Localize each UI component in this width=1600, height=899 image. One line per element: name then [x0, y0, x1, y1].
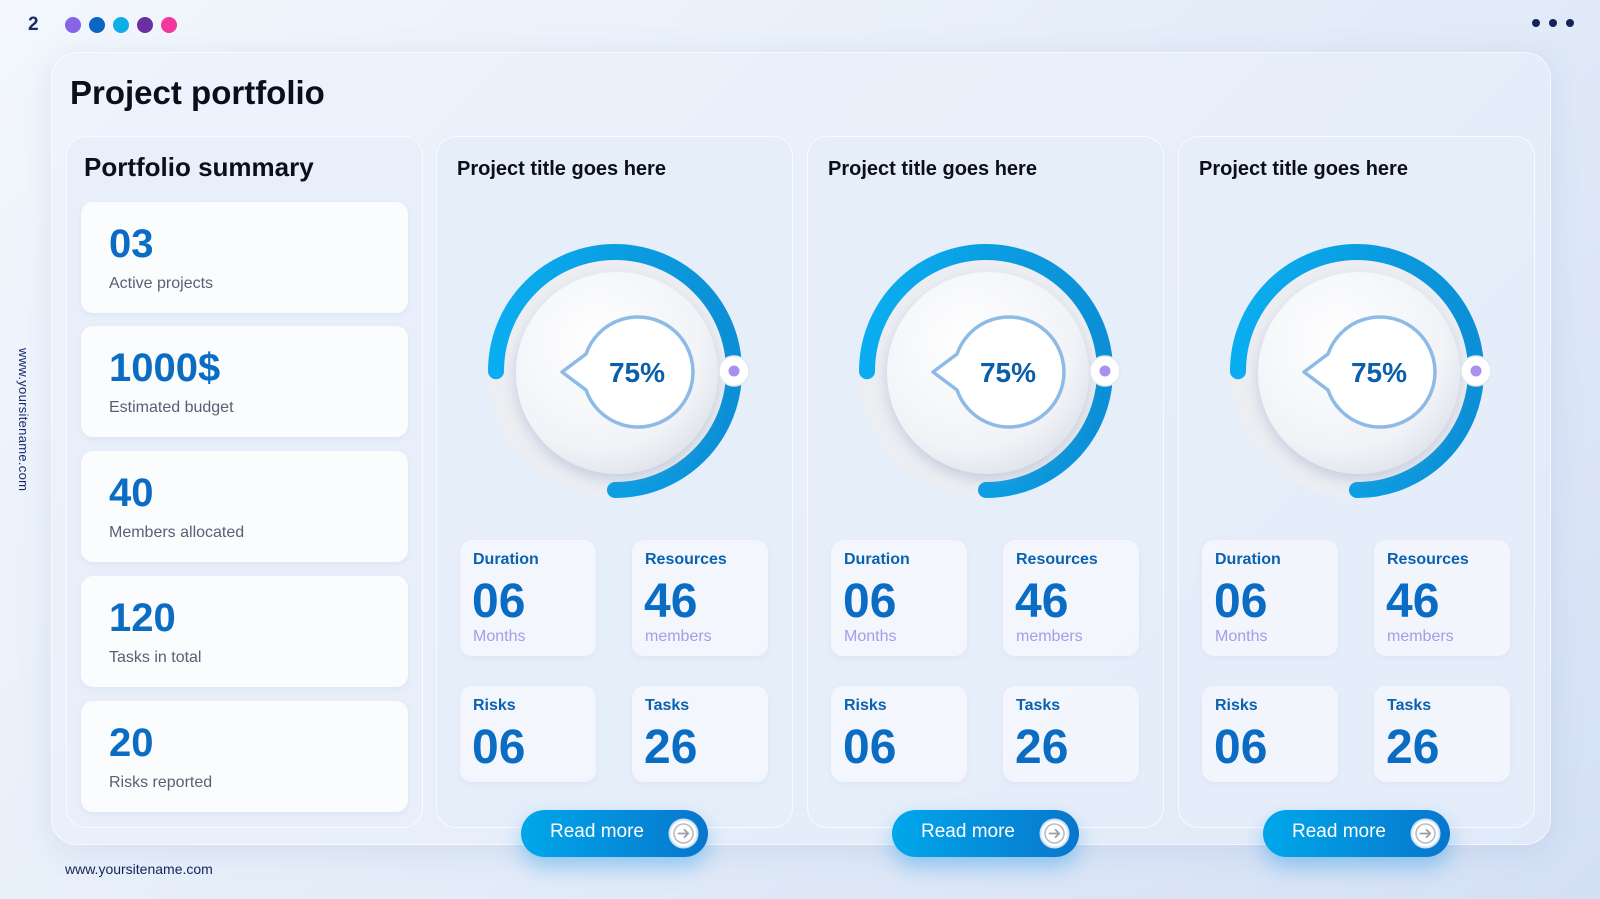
metric-resources: Resources 46 members [632, 540, 768, 656]
read-more-label: Read more [550, 821, 644, 842]
metric-label: Risks [844, 697, 887, 714]
stat-value: 03 [109, 222, 154, 266]
arrow-right-circle-icon [1039, 818, 1070, 849]
project-title: Project title goes here [828, 158, 1037, 180]
metric-tasks: Tasks 26 [632, 686, 768, 782]
stat-card-members-allocated: 40 Members allocated [81, 451, 408, 562]
metric-risks: Risks 06 [831, 686, 967, 782]
metric-label: Resources [1387, 551, 1469, 568]
read-more-button[interactable]: Read more [1263, 810, 1450, 857]
stat-card-risks-reported: 20 Risks reported [81, 701, 408, 812]
metric-unit: members [645, 628, 712, 645]
project-card: Project title goes here 75% Duration 06 … [436, 136, 793, 857]
arrow-right-circle-icon [668, 818, 699, 849]
arrow-right-circle-icon [1410, 818, 1441, 849]
project-card: Project title goes here 75% Duration 06 … [807, 136, 1164, 857]
color-dot [89, 17, 105, 33]
metric-label: Resources [1016, 551, 1098, 568]
stat-card-tasks-in-total: 120 Tasks in total [81, 576, 408, 687]
metric-duration: Duration 06 Months [831, 540, 967, 656]
metric-duration: Duration 06 Months [460, 540, 596, 656]
metric-label: Duration [844, 551, 910, 568]
color-dot [137, 17, 153, 33]
metric-value: 26 [1386, 721, 1440, 774]
more-horizontal-icon[interactable] [1532, 19, 1574, 27]
metric-value: 46 [644, 575, 698, 628]
stat-card-estimated-budget: 1000$ Estimated budget [81, 326, 408, 437]
metric-value: 26 [1015, 721, 1069, 774]
progress-donut: 75% [1230, 244, 1492, 498]
color-dot [113, 17, 129, 33]
summary-title: Portfolio summary [84, 152, 314, 182]
metric-value: 06 [843, 575, 897, 628]
read-more-button[interactable]: Read more [892, 810, 1079, 857]
portfolio-summary: Portfolio summary 03 Active projects 100… [66, 136, 423, 828]
metric-value: 06 [1214, 575, 1268, 628]
metric-value: 46 [1015, 575, 1069, 628]
stat-label: Members allocated [109, 524, 245, 541]
progress-donut: 75% [859, 244, 1121, 498]
percent-text: 75% [609, 357, 665, 388]
metric-value: 06 [843, 721, 897, 774]
stat-card-active-projects: 03 Active projects [81, 202, 408, 313]
percent-bubble [560, 315, 695, 429]
metric-label: Duration [473, 551, 539, 568]
page-title: Project portfolio [70, 74, 325, 111]
metric-risks: Risks 06 [1202, 686, 1338, 782]
metric-unit: Months [1215, 628, 1268, 645]
metric-unit: members [1387, 628, 1454, 645]
project-title: Project title goes here [1199, 158, 1408, 180]
metric-label: Risks [473, 697, 516, 714]
read-more-button[interactable]: Read more [521, 810, 708, 857]
metric-label: Tasks [645, 697, 690, 714]
metric-label: Resources [645, 551, 727, 568]
metric-label: Duration [1215, 551, 1281, 568]
metric-label: Tasks [1387, 697, 1432, 714]
stat-value: 20 [109, 721, 154, 765]
metric-value: 06 [472, 721, 526, 774]
side-site-url: www.yoursitename.com [16, 348, 31, 492]
metric-value: 06 [472, 575, 526, 628]
stat-label: Tasks in total [109, 649, 202, 666]
read-more-label: Read more [921, 821, 1015, 842]
stat-label: Estimated budget [109, 399, 234, 416]
color-dot [65, 17, 81, 33]
page-number: 2 [28, 14, 39, 35]
progress-knob-dot [1099, 365, 1111, 377]
metric-unit: members [1016, 628, 1083, 645]
metric-resources: Resources 46 members [1003, 540, 1139, 656]
metric-value: 26 [644, 721, 698, 774]
metric-unit: Months [844, 628, 897, 645]
metric-resources: Resources 46 members [1374, 540, 1510, 656]
metric-value: 06 [1214, 721, 1268, 774]
stat-label: Active projects [109, 275, 214, 292]
progress-knob-dot [1470, 365, 1482, 377]
read-more-label: Read more [1292, 821, 1386, 842]
stat-label: Risks reported [109, 774, 213, 791]
metric-duration: Duration 06 Months [1202, 540, 1338, 656]
metric-tasks: Tasks 26 [1003, 686, 1139, 782]
metric-label: Tasks [1016, 697, 1061, 714]
metric-label: Risks [1215, 697, 1258, 714]
stat-value: 1000$ [109, 346, 221, 390]
percent-bubble [931, 315, 1066, 429]
project-title: Project title goes here [457, 158, 666, 180]
project-card: Project title goes here 75% Duration 06 … [1178, 136, 1535, 857]
metric-tasks: Tasks 26 [1374, 686, 1510, 782]
percent-bubble [1302, 315, 1437, 429]
color-dot [161, 17, 177, 33]
stat-value: 120 [109, 596, 176, 640]
progress-donut: 75% [488, 244, 750, 498]
stat-value: 40 [109, 471, 154, 515]
header-color-dots [65, 17, 177, 33]
percent-text: 75% [1351, 357, 1407, 388]
metric-unit: Months [473, 628, 526, 645]
footer-site-url[interactable]: www.yoursitename.com [65, 861, 213, 877]
metric-value: 46 [1386, 575, 1440, 628]
progress-knob-dot [728, 365, 740, 377]
percent-text: 75% [980, 357, 1036, 388]
metric-risks: Risks 06 [460, 686, 596, 782]
